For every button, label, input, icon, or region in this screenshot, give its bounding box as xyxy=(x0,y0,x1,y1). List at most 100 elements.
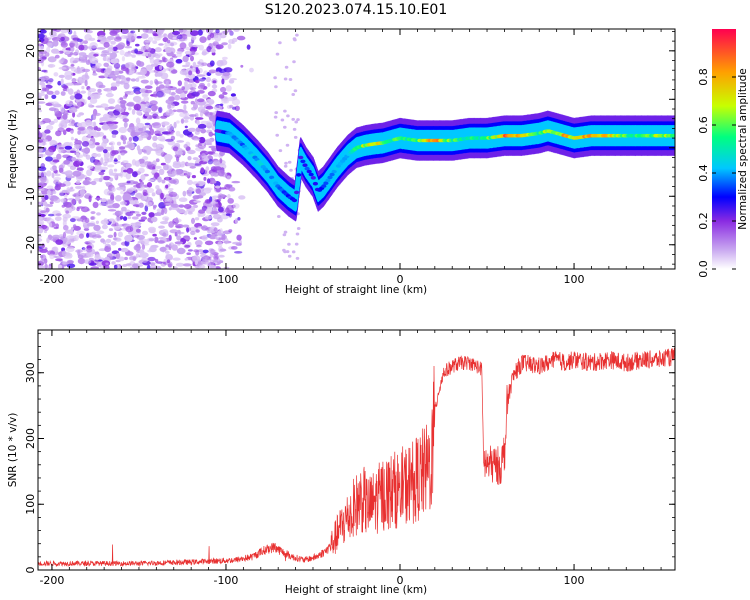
noise-speckle xyxy=(212,152,219,157)
noise-speckle xyxy=(184,77,190,82)
noise-speckle xyxy=(142,189,148,196)
noise-speckle xyxy=(38,124,41,131)
noise-speckle xyxy=(194,240,203,246)
noise-speckle xyxy=(283,77,288,81)
noise-speckle xyxy=(133,234,140,238)
noise-speckle xyxy=(220,194,226,197)
noise-speckle xyxy=(100,198,107,203)
noise-speckle xyxy=(108,218,115,222)
noise-speckle xyxy=(78,233,84,239)
noise-speckle xyxy=(117,154,121,161)
noise-speckle xyxy=(249,67,254,73)
noise-speckle xyxy=(93,224,101,231)
noise-speckle xyxy=(45,102,53,106)
noise-speckle xyxy=(39,29,47,34)
noise-speckle xyxy=(207,90,216,97)
noise-speckle xyxy=(186,179,193,186)
noise-speckle xyxy=(73,224,77,229)
noise-speckle xyxy=(231,180,241,184)
noise-speckle xyxy=(118,70,124,74)
noise-speckle xyxy=(197,123,207,129)
noise-speckle xyxy=(109,141,116,146)
noise-speckle xyxy=(48,265,53,269)
noise-speckle xyxy=(197,29,203,36)
noise-speckle xyxy=(142,29,149,33)
noise-speckle xyxy=(110,52,117,59)
noise-speckle xyxy=(86,248,93,253)
noise-speckle xyxy=(210,48,216,53)
noise-speckle xyxy=(181,86,185,91)
noise-speckle xyxy=(296,227,301,230)
noise-speckle xyxy=(195,188,201,194)
noise-speckle xyxy=(160,162,166,166)
noise-speckle xyxy=(167,263,172,268)
noise-speckle xyxy=(66,263,76,269)
noise-speckle xyxy=(292,37,297,41)
noise-speckle xyxy=(89,132,94,137)
noise-speckle xyxy=(151,192,156,197)
noise-speckle xyxy=(69,150,77,154)
noise-speckle xyxy=(232,203,240,209)
noise-speckle xyxy=(186,162,195,167)
noise-speckle xyxy=(162,37,169,43)
noise-speckle xyxy=(58,74,65,78)
noise-speckle xyxy=(95,145,104,152)
noise-speckle xyxy=(57,35,62,38)
noise-speckle xyxy=(152,40,158,44)
noise-speckle xyxy=(138,219,146,222)
noise-speckle xyxy=(283,125,287,129)
noise-speckle xyxy=(199,78,206,81)
noise-speckle xyxy=(63,256,73,259)
noise-speckle xyxy=(125,226,134,233)
noise-speckle xyxy=(172,161,182,166)
noise-speckle xyxy=(118,126,128,134)
noise-speckle xyxy=(183,116,191,120)
noise-speckle xyxy=(40,210,47,214)
noise-speckle xyxy=(70,218,76,223)
noise-speckle xyxy=(145,51,149,57)
noise-speckle xyxy=(87,253,94,258)
noise-speckle xyxy=(131,216,139,220)
noise-speckle xyxy=(140,174,146,181)
noise-speckle xyxy=(100,157,104,164)
noise-speckle xyxy=(218,94,225,99)
noise-speckle xyxy=(182,190,187,197)
noise-speckle xyxy=(75,185,82,190)
noise-speckle xyxy=(287,254,292,258)
noise-speckle xyxy=(278,149,283,153)
noise-speckle xyxy=(68,188,75,192)
noise-speckle xyxy=(87,88,97,93)
noise-speckle xyxy=(102,175,111,181)
noise-speckle xyxy=(64,75,73,80)
noise-speckle xyxy=(194,113,199,118)
noise-speckle xyxy=(38,166,47,172)
noise-speckle xyxy=(296,118,300,122)
noise-speckle xyxy=(148,179,155,182)
noise-speckle xyxy=(214,34,222,42)
noise-speckle xyxy=(123,121,128,128)
noise-speckle xyxy=(189,87,197,90)
noise-speckle xyxy=(154,236,159,243)
noise-speckle xyxy=(273,76,277,80)
noise-speckle xyxy=(77,126,86,131)
noise-speckle xyxy=(124,256,128,261)
noise-speckle xyxy=(98,75,107,79)
noise-speckle xyxy=(83,227,90,231)
noise-speckle xyxy=(149,262,156,265)
noise-speckle xyxy=(170,42,175,47)
noise-speckle xyxy=(113,62,121,69)
noise-speckle xyxy=(136,193,144,198)
noise-speckle xyxy=(55,223,59,228)
noise-speckle xyxy=(132,256,137,262)
noise-speckle xyxy=(49,30,57,37)
noise-speckle xyxy=(89,156,96,163)
noise-speckle xyxy=(60,36,65,42)
noise-speckle xyxy=(125,163,133,168)
noise-speckle xyxy=(219,103,224,107)
noise-speckle xyxy=(223,237,229,245)
noise-speckle xyxy=(134,244,141,251)
noise-speckle xyxy=(211,180,217,184)
noise-speckle xyxy=(65,82,74,86)
noise-speckle xyxy=(61,57,65,62)
noise-speckle xyxy=(174,241,184,245)
